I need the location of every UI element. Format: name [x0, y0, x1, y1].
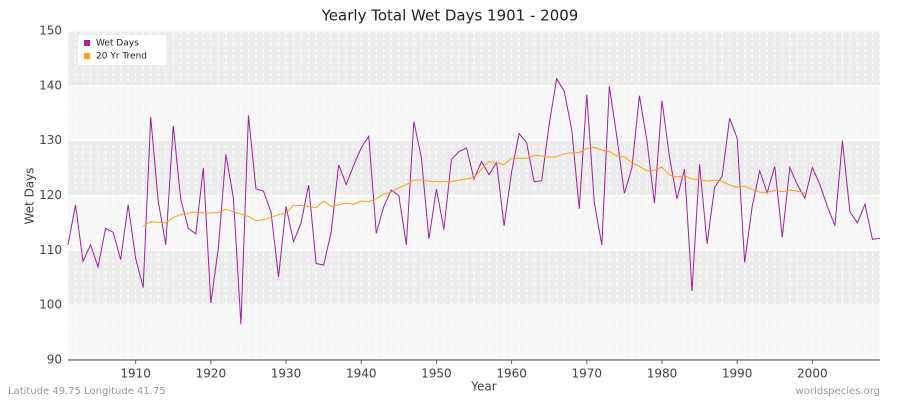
y-axis-label: Wet Days — [23, 167, 37, 224]
x-tick-label: 1960 — [496, 367, 527, 381]
grid-band — [68, 31, 880, 86]
x-tick-label: 1970 — [572, 367, 603, 381]
legend-box — [78, 35, 166, 65]
legend-label: Wet Days — [96, 39, 139, 49]
x-tick-label: 1990 — [722, 367, 753, 381]
x-tick-label: 1910 — [120, 367, 151, 381]
y-tick-label: 100 — [39, 298, 62, 312]
x-tick-label: 1920 — [196, 367, 227, 381]
chart-title: Yearly Total Wet Days 1901 - 2009 — [321, 7, 579, 25]
y-tick-label: 150 — [39, 24, 62, 38]
legend-swatch — [84, 40, 90, 46]
y-tick-label: 130 — [39, 133, 62, 147]
footer-left: Latitude 49.75 Longitude 41.75 — [8, 386, 166, 397]
x-tick-label: 1930 — [271, 367, 302, 381]
x-tick-label: 1940 — [346, 367, 377, 381]
series-line — [67, 77, 881, 325]
x-tick-label: 2000 — [797, 367, 828, 381]
y-tick-label: 110 — [39, 243, 62, 257]
series-line — [142, 146, 805, 227]
x-tick-label: 1980 — [647, 367, 678, 381]
y-tick-label: 120 — [39, 188, 62, 202]
y-tick-label: 140 — [39, 78, 62, 92]
legend-swatch — [84, 53, 90, 59]
legend-label: 20 Yr Trend — [96, 52, 147, 62]
x-tick-label: 1950 — [421, 367, 452, 381]
y-tick-label: 90 — [47, 353, 62, 367]
x-axis-label: Year — [470, 380, 496, 394]
footer-right: worldspecies.org — [796, 386, 880, 397]
